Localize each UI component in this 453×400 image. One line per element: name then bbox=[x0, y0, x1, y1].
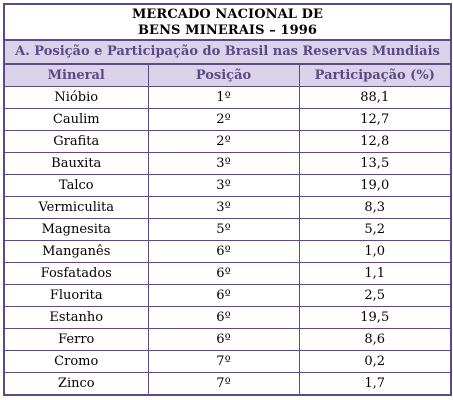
table-row: Manganês 6º 1,0 bbox=[5, 240, 450, 263]
position-cell: 5º bbox=[147, 218, 300, 241]
mineral-cell: Nióbio bbox=[5, 86, 149, 109]
position-cell: 6º bbox=[147, 240, 300, 263]
table-row: Fluorita 6º 2,5 bbox=[5, 284, 450, 307]
table-subtitle: A. Posição e Participação do Brasil nas … bbox=[5, 41, 450, 65]
mineral-cell: Bauxita bbox=[5, 152, 149, 175]
table-row: Estanho 6º 19,5 bbox=[5, 306, 450, 329]
table-row: Grafita 2º 12,8 bbox=[5, 130, 450, 153]
minerals-table-container: MERCADO NACIONAL DE BENS MINERAIS – 1996… bbox=[3, 3, 452, 396]
table-row: Nióbio 1º 88,1 bbox=[5, 86, 450, 109]
position-cell: 6º bbox=[147, 262, 300, 285]
mineral-cell: Caulim bbox=[5, 108, 149, 131]
mineral-cell: Talco bbox=[5, 174, 149, 197]
column-header-participacao: Participação (%) bbox=[298, 65, 450, 87]
participation-cell: 13,5 bbox=[298, 152, 450, 175]
position-cell: 3º bbox=[147, 174, 300, 197]
participation-cell: 19,0 bbox=[298, 174, 450, 197]
participation-cell: 8,6 bbox=[298, 328, 450, 351]
position-cell: 6º bbox=[147, 328, 300, 351]
participation-cell: 2,5 bbox=[298, 284, 450, 307]
mineral-cell: Ferro bbox=[5, 328, 149, 351]
title-line-2: BENS MINERAIS – 1996 bbox=[137, 23, 318, 38]
participation-cell: 19,5 bbox=[298, 306, 450, 329]
mineral-cell: Fosfatados bbox=[5, 262, 149, 285]
position-cell: 2º bbox=[147, 108, 300, 131]
mineral-cell: Estanho bbox=[5, 306, 149, 329]
position-cell: 2º bbox=[147, 130, 300, 153]
table-title: MERCADO NACIONAL DE BENS MINERAIS – 1996 bbox=[5, 5, 450, 41]
mineral-cell: Cromo bbox=[5, 350, 149, 373]
table-row: Fosfatados 6º 1,1 bbox=[5, 262, 450, 285]
participation-cell: 88,1 bbox=[298, 86, 450, 109]
table-row: Vermiculita 3º 8,3 bbox=[5, 196, 450, 219]
participation-cell: 12,8 bbox=[298, 130, 450, 153]
participation-cell: 0,2 bbox=[298, 350, 450, 373]
table-row: Ferro 6º 8,6 bbox=[5, 328, 450, 351]
position-cell: 6º bbox=[147, 284, 300, 307]
mineral-cell: Magnesita bbox=[5, 218, 149, 241]
position-cell: 7º bbox=[147, 372, 300, 394]
participation-cell: 1,1 bbox=[298, 262, 450, 285]
mineral-cell: Fluorita bbox=[5, 284, 149, 307]
title-line-1: MERCADO NACIONAL DE bbox=[131, 7, 324, 22]
participation-cell: 1,7 bbox=[298, 372, 450, 394]
position-cell: 3º bbox=[147, 196, 300, 219]
table-row: Bauxita 3º 13,5 bbox=[5, 152, 450, 175]
participation-cell: 8,3 bbox=[298, 196, 450, 219]
position-cell: 6º bbox=[147, 306, 300, 329]
column-header-posicao: Posição bbox=[147, 65, 300, 87]
mineral-cell: Vermiculita bbox=[5, 196, 149, 219]
column-header-mineral: Mineral bbox=[5, 65, 149, 87]
table-row: Magnesita 5º 5,2 bbox=[5, 218, 450, 241]
position-cell: 1º bbox=[147, 86, 300, 109]
position-cell: 7º bbox=[147, 350, 300, 373]
mineral-cell: Zinco bbox=[5, 372, 149, 394]
header-row: Mineral Posição Participação (%) bbox=[5, 65, 450, 87]
table-body: Nióbio 1º 88,1 Caulim 2º 12,7 Grafita 2º 12,8 Bau… bbox=[5, 86, 450, 394]
participation-cell: 12,7 bbox=[298, 108, 450, 131]
table-row: Cromo 7º 0,2 bbox=[5, 350, 450, 373]
table-row: Caulim 2º 12,7 bbox=[5, 108, 450, 131]
participation-cell: 1,0 bbox=[298, 240, 450, 263]
mineral-cell: Manganês bbox=[5, 240, 149, 263]
mineral-cell: Grafita bbox=[5, 130, 149, 153]
minerals-table: Mineral Posição Participação (%) Nióbio 1… bbox=[5, 65, 450, 394]
position-cell: 3º bbox=[147, 152, 300, 175]
participation-cell: 5,2 bbox=[298, 218, 450, 241]
table-row: Talco 3º 19,0 bbox=[5, 174, 450, 197]
table-row: Zinco 7º 1,7 bbox=[5, 372, 450, 394]
